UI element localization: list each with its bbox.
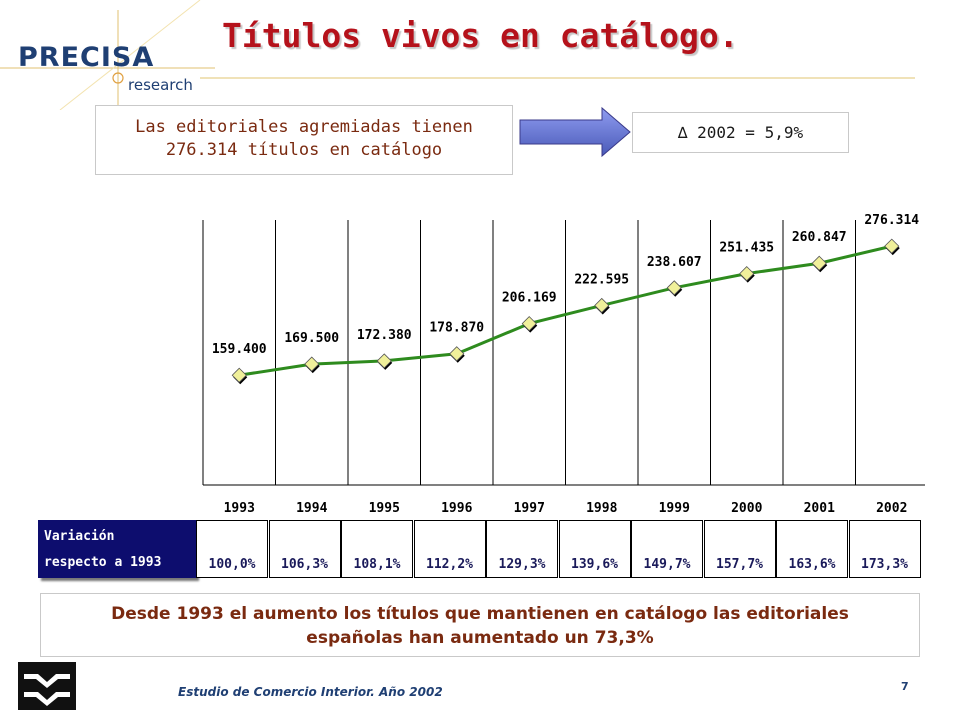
page-title: Títulos vivos en catálogo. xyxy=(222,16,739,55)
summary-line-1: Desde 1993 el aumento los títulos que ma… xyxy=(111,604,849,624)
data-label: 222.595 xyxy=(574,272,629,287)
info-box: Las editoriales agremiadas tienen 276.31… xyxy=(95,105,513,175)
variation-cell: 108,1% xyxy=(341,520,413,578)
data-label: 206.169 xyxy=(502,291,557,306)
x-tick-label: 2001 xyxy=(804,501,835,516)
x-tick-label: 1999 xyxy=(659,501,690,516)
variation-cell: 100,0% xyxy=(196,520,268,578)
x-tick-label: 2002 xyxy=(876,501,907,516)
precisa-logo: PRECISA research xyxy=(0,0,215,110)
variation-cell: 139,6% xyxy=(558,520,631,578)
data-point xyxy=(376,353,392,369)
x-tick-label: 1997 xyxy=(514,501,545,516)
title-underline xyxy=(200,77,915,79)
data-label: 251.435 xyxy=(719,241,774,256)
variation-table: Variación respecto a 1993 100,0% 106,3% 10… xyxy=(38,520,921,578)
delta-text: ∆ 2002 = 5,9% xyxy=(677,123,804,142)
x-tick-label: 1996 xyxy=(441,501,472,516)
variation-header: Variación respecto a 1993 xyxy=(38,520,196,578)
data-point xyxy=(811,255,827,271)
logo-decoration-icon xyxy=(0,0,215,110)
data-label: 238.607 xyxy=(647,255,702,270)
data-label: 172.380 xyxy=(357,328,412,343)
variation-cell: 112,2% xyxy=(413,520,486,578)
summary-box: Desde 1993 el aumento los títulos que ma… xyxy=(40,593,920,657)
data-label: 159.400 xyxy=(212,342,267,357)
data-point xyxy=(304,356,320,372)
delta-box: ∆ 2002 = 5,9% xyxy=(632,112,849,153)
data-point xyxy=(594,297,610,314)
data-point xyxy=(666,280,682,296)
data-point xyxy=(231,367,247,383)
x-tick-label: 1994 xyxy=(296,501,327,516)
x-tick-label: 1995 xyxy=(369,501,400,516)
x-tick-label: 2000 xyxy=(731,501,762,516)
variation-cell: 129,3% xyxy=(486,520,558,578)
data-label: 260.847 xyxy=(792,230,847,245)
x-tick-label: 1993 xyxy=(224,501,255,516)
variation-cell: 163,6% xyxy=(776,520,848,578)
logo-subtitle: research xyxy=(128,76,193,94)
data-point xyxy=(449,346,465,362)
summary-line-2: españolas han aumentado un 73,3% xyxy=(306,628,654,648)
info-line-2: 276.314 títulos en catálogo xyxy=(165,140,443,160)
variation-header-line-1: Variación xyxy=(44,529,115,544)
footer-logo-icon xyxy=(18,662,76,710)
data-label: 276.314 xyxy=(864,213,919,228)
data-point xyxy=(884,238,900,254)
data-point xyxy=(521,316,537,332)
series-line xyxy=(239,244,893,377)
data-point xyxy=(739,266,755,282)
data-label: 169.500 xyxy=(284,331,339,346)
data-label: 178.870 xyxy=(429,321,484,336)
titles-line-chart: 159.400 169.500 172.380 178.870 206.169 222.5… xyxy=(202,213,925,516)
variation-cell: 106,3% xyxy=(268,520,341,578)
x-tick-label: 1998 xyxy=(586,501,617,516)
variation-cell: 149,7% xyxy=(631,520,703,578)
logo-name: PRECISA xyxy=(18,42,155,73)
variation-header-line-2: respecto a 1993 xyxy=(44,555,162,570)
variation-cell: 173,3% xyxy=(848,520,921,578)
info-line-1: Las editoriales agremiadas tienen xyxy=(135,117,473,137)
right-arrow-icon xyxy=(519,106,631,158)
footer-text: Estudio de Comercio Interior. Año 2002 xyxy=(178,685,443,699)
variation-cell: 157,7% xyxy=(703,520,776,578)
page-number: 7 xyxy=(901,680,909,693)
